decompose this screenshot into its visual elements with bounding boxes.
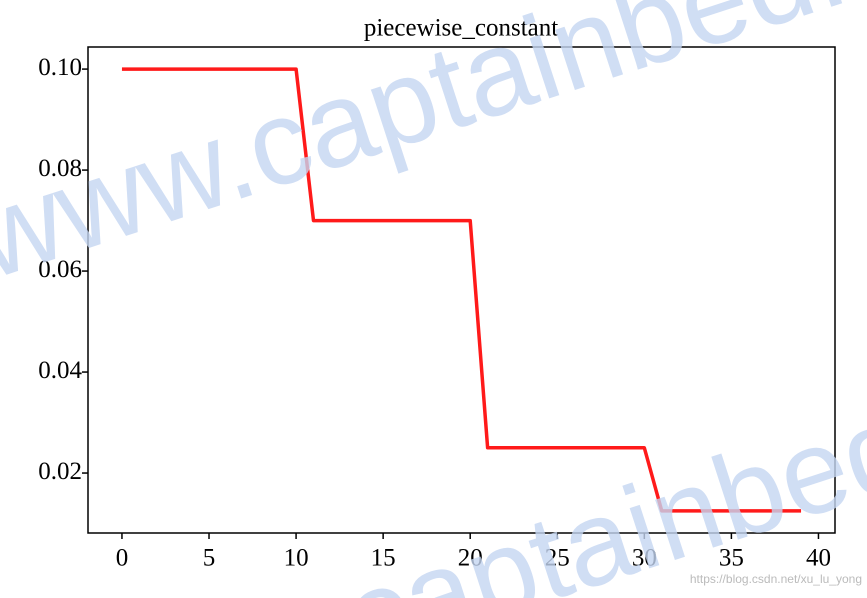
source-url: https://blog.csdn.net/xu_lu_yong xyxy=(690,572,862,586)
x-tick-label: 15 xyxy=(371,545,396,572)
x-tick-label: 10 xyxy=(284,545,309,572)
y-tick-label: 0.02 xyxy=(38,458,82,485)
x-tick-label: 20 xyxy=(458,545,483,572)
watermark: www.captainbed.net xyxy=(0,0,867,305)
x-tick-label: 40 xyxy=(806,545,831,572)
plot-frame xyxy=(87,46,836,534)
y-tick-label: 0.04 xyxy=(38,357,82,384)
x-tick-label: 5 xyxy=(203,545,216,572)
line xyxy=(121,67,802,513)
watermark: www.captainbed.net xyxy=(55,316,867,598)
y-tick-label: 0.06 xyxy=(38,256,82,283)
x-tick-label: 0 xyxy=(116,545,129,572)
x-tick-label: 35 xyxy=(719,545,744,572)
y-tick-label: 0.08 xyxy=(38,155,82,182)
x-tick-label: 30 xyxy=(632,545,657,572)
chart-title: piecewise_constant xyxy=(364,15,558,42)
x-tick-label: 25 xyxy=(545,545,570,572)
y-tick-label: 0.10 xyxy=(38,54,82,81)
